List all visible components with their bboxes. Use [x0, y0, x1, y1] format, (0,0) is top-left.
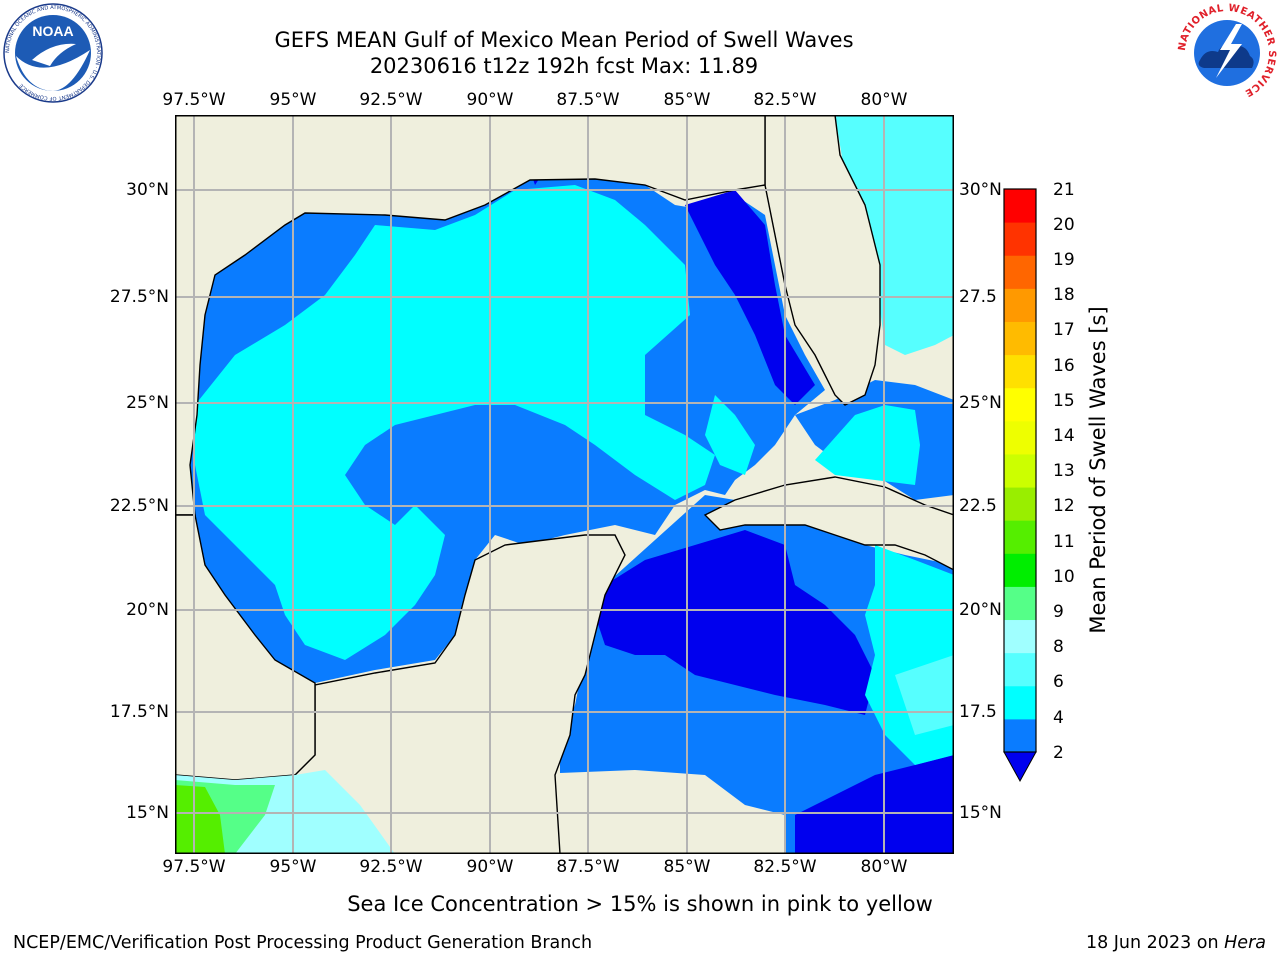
lon-tick-bottom: 85°W: [663, 857, 711, 877]
lon-tick-top: 85°W: [663, 90, 711, 110]
noaa-logo: NOAA NATIONAL OCEANIC AND ATMOSPHERIC AD…: [2, 2, 104, 104]
cuba-land: [703, 476, 955, 572]
colorbar-tick: 15: [1053, 391, 1075, 411]
lat-tick-left: 15°N: [126, 803, 169, 823]
colorbar-band: [1004, 420, 1036, 455]
lon-tick-bottom: 95°W: [269, 857, 317, 877]
colorbar-band: [1004, 619, 1036, 654]
nws-logo: NATIONAL WEATHER SERVICE: [1176, 2, 1278, 104]
lon-tick-top: 80°W: [860, 90, 908, 110]
yucatan-land: [174, 534, 626, 855]
lon-tick-bottom: 80°W: [860, 857, 908, 877]
lat-tick-right: 20°N: [959, 600, 1002, 620]
pacific-bright-green-region: [175, 785, 225, 854]
colorbar-band: [1004, 354, 1036, 389]
colorbar-tick: 8: [1053, 637, 1064, 657]
straits-water-cyan: [815, 405, 920, 485]
lon-tick-top: 92.5°W: [359, 90, 423, 110]
gulf-mid-period-patch: [705, 395, 755, 475]
lon-tick-top: 90°W: [466, 90, 514, 110]
lat-tick-left: 20°N: [126, 600, 169, 620]
low-period-region-caribbean: [595, 530, 875, 715]
colorbar-label: Mean Period of Swell Waves [s]: [1086, 306, 1110, 634]
colorbar-band: [1004, 387, 1036, 422]
lat-tick-right: 15°N: [959, 803, 1002, 823]
colorbar-frame: [1003, 188, 1037, 753]
lon-tick-top: 87.5°W: [556, 90, 620, 110]
colorbar-band: [1004, 453, 1036, 488]
lon-tick-top: 82.5°W: [753, 90, 817, 110]
footer-date: 18 Jun 2023 on Hera: [1086, 933, 1266, 953]
low-period-region-south: [795, 755, 954, 854]
atlantic-water: [835, 115, 954, 355]
colorbar-band: [1004, 255, 1036, 289]
lon-tick-bottom: 82.5°W: [753, 857, 817, 877]
lat-tick-right: 22.5: [959, 496, 997, 516]
colorbar-tick: 2: [1053, 743, 1064, 763]
colorbar-band: [1004, 222, 1036, 256]
colorbar-band: [1004, 586, 1036, 621]
lat-tick-left: 17.5°N: [109, 702, 169, 722]
colorbar-tick: 12: [1053, 496, 1075, 516]
footer-host: Hera: [1224, 933, 1266, 953]
lat-tick-right: 25°N: [959, 393, 1002, 413]
lat-tick-left: 25°N: [126, 393, 169, 413]
colorbar-band: [1004, 685, 1036, 720]
lat-tick-right: 27.5: [959, 287, 997, 307]
colorbar-band: [1004, 321, 1036, 356]
map-svg: [174, 114, 955, 855]
colorbar-tick: 9: [1053, 602, 1064, 622]
colorbar-tick: 10: [1053, 567, 1075, 587]
colorbar-tick: 14: [1053, 426, 1075, 446]
colorbar-tick: 21: [1053, 180, 1075, 200]
colorbar-tick: 19: [1053, 250, 1075, 270]
colorbar-band: [1004, 718, 1036, 753]
colorbar-tick: 6: [1053, 672, 1064, 692]
chart-title: GEFS MEAN Gulf of Mexico Mean Period of …: [274, 28, 854, 52]
footer-date-text: 18 Jun 2023 on: [1085, 933, 1225, 953]
lon-tick-bottom: 92.5°W: [359, 857, 423, 877]
colorbar-band: [1004, 553, 1036, 587]
colorbar-tick: 18: [1053, 285, 1075, 305]
florida-land: [764, 114, 881, 406]
lon-tick-top: 97.5°W: [162, 90, 226, 110]
lon-tick-top: 95°W: [269, 90, 317, 110]
lon-tick-bottom: 90°W: [466, 857, 514, 877]
lat-tick-left: 30°N: [126, 180, 169, 200]
colorbar-band: [1004, 189, 1036, 223]
lon-tick-bottom: 97.5°W: [162, 857, 226, 877]
lat-tick-left: 22.5°N: [109, 496, 169, 516]
colorbar: [1000, 185, 1040, 785]
colorbar-tick: 4: [1053, 708, 1064, 728]
colorbar-tick: 11: [1053, 532, 1075, 552]
graticule: [175, 115, 954, 854]
lon-tick-bottom: 87.5°W: [556, 857, 620, 877]
map-panel: [174, 114, 955, 855]
lat-tick-left: 27.5°N: [109, 287, 169, 307]
colorbar-bands: [1004, 189, 1036, 753]
map-frame: [175, 115, 954, 854]
colorbar-band: [1004, 520, 1036, 554]
lat-tick-right: 17.5: [959, 702, 997, 722]
sea-ice-note: Sea Ice Concentration > 15% is shown in …: [347, 892, 933, 916]
colorbar-band: [1004, 652, 1036, 687]
colorbar-band: [1004, 487, 1036, 521]
chart-subtitle: 20230616 t12z 192h fcst Max: 11.89: [369, 54, 759, 78]
colorbar-tick: 16: [1053, 356, 1075, 376]
noaa-logo-text: NOAA: [32, 23, 73, 39]
colorbar-under-arrow: [1003, 751, 1037, 783]
colorbar-band: [1004, 288, 1036, 322]
colorbar-tick: 13: [1053, 461, 1075, 481]
colorbar-tick: 20: [1053, 215, 1075, 235]
lat-tick-right: 30°N: [959, 180, 1002, 200]
gulf-mid-period-region: [195, 185, 715, 660]
colorbar-tick: 17: [1053, 320, 1075, 340]
footer-credit: NCEP/EMC/Verification Post Processing Pr…: [13, 933, 593, 953]
caribbean-light-cyan-region: [895, 655, 954, 735]
